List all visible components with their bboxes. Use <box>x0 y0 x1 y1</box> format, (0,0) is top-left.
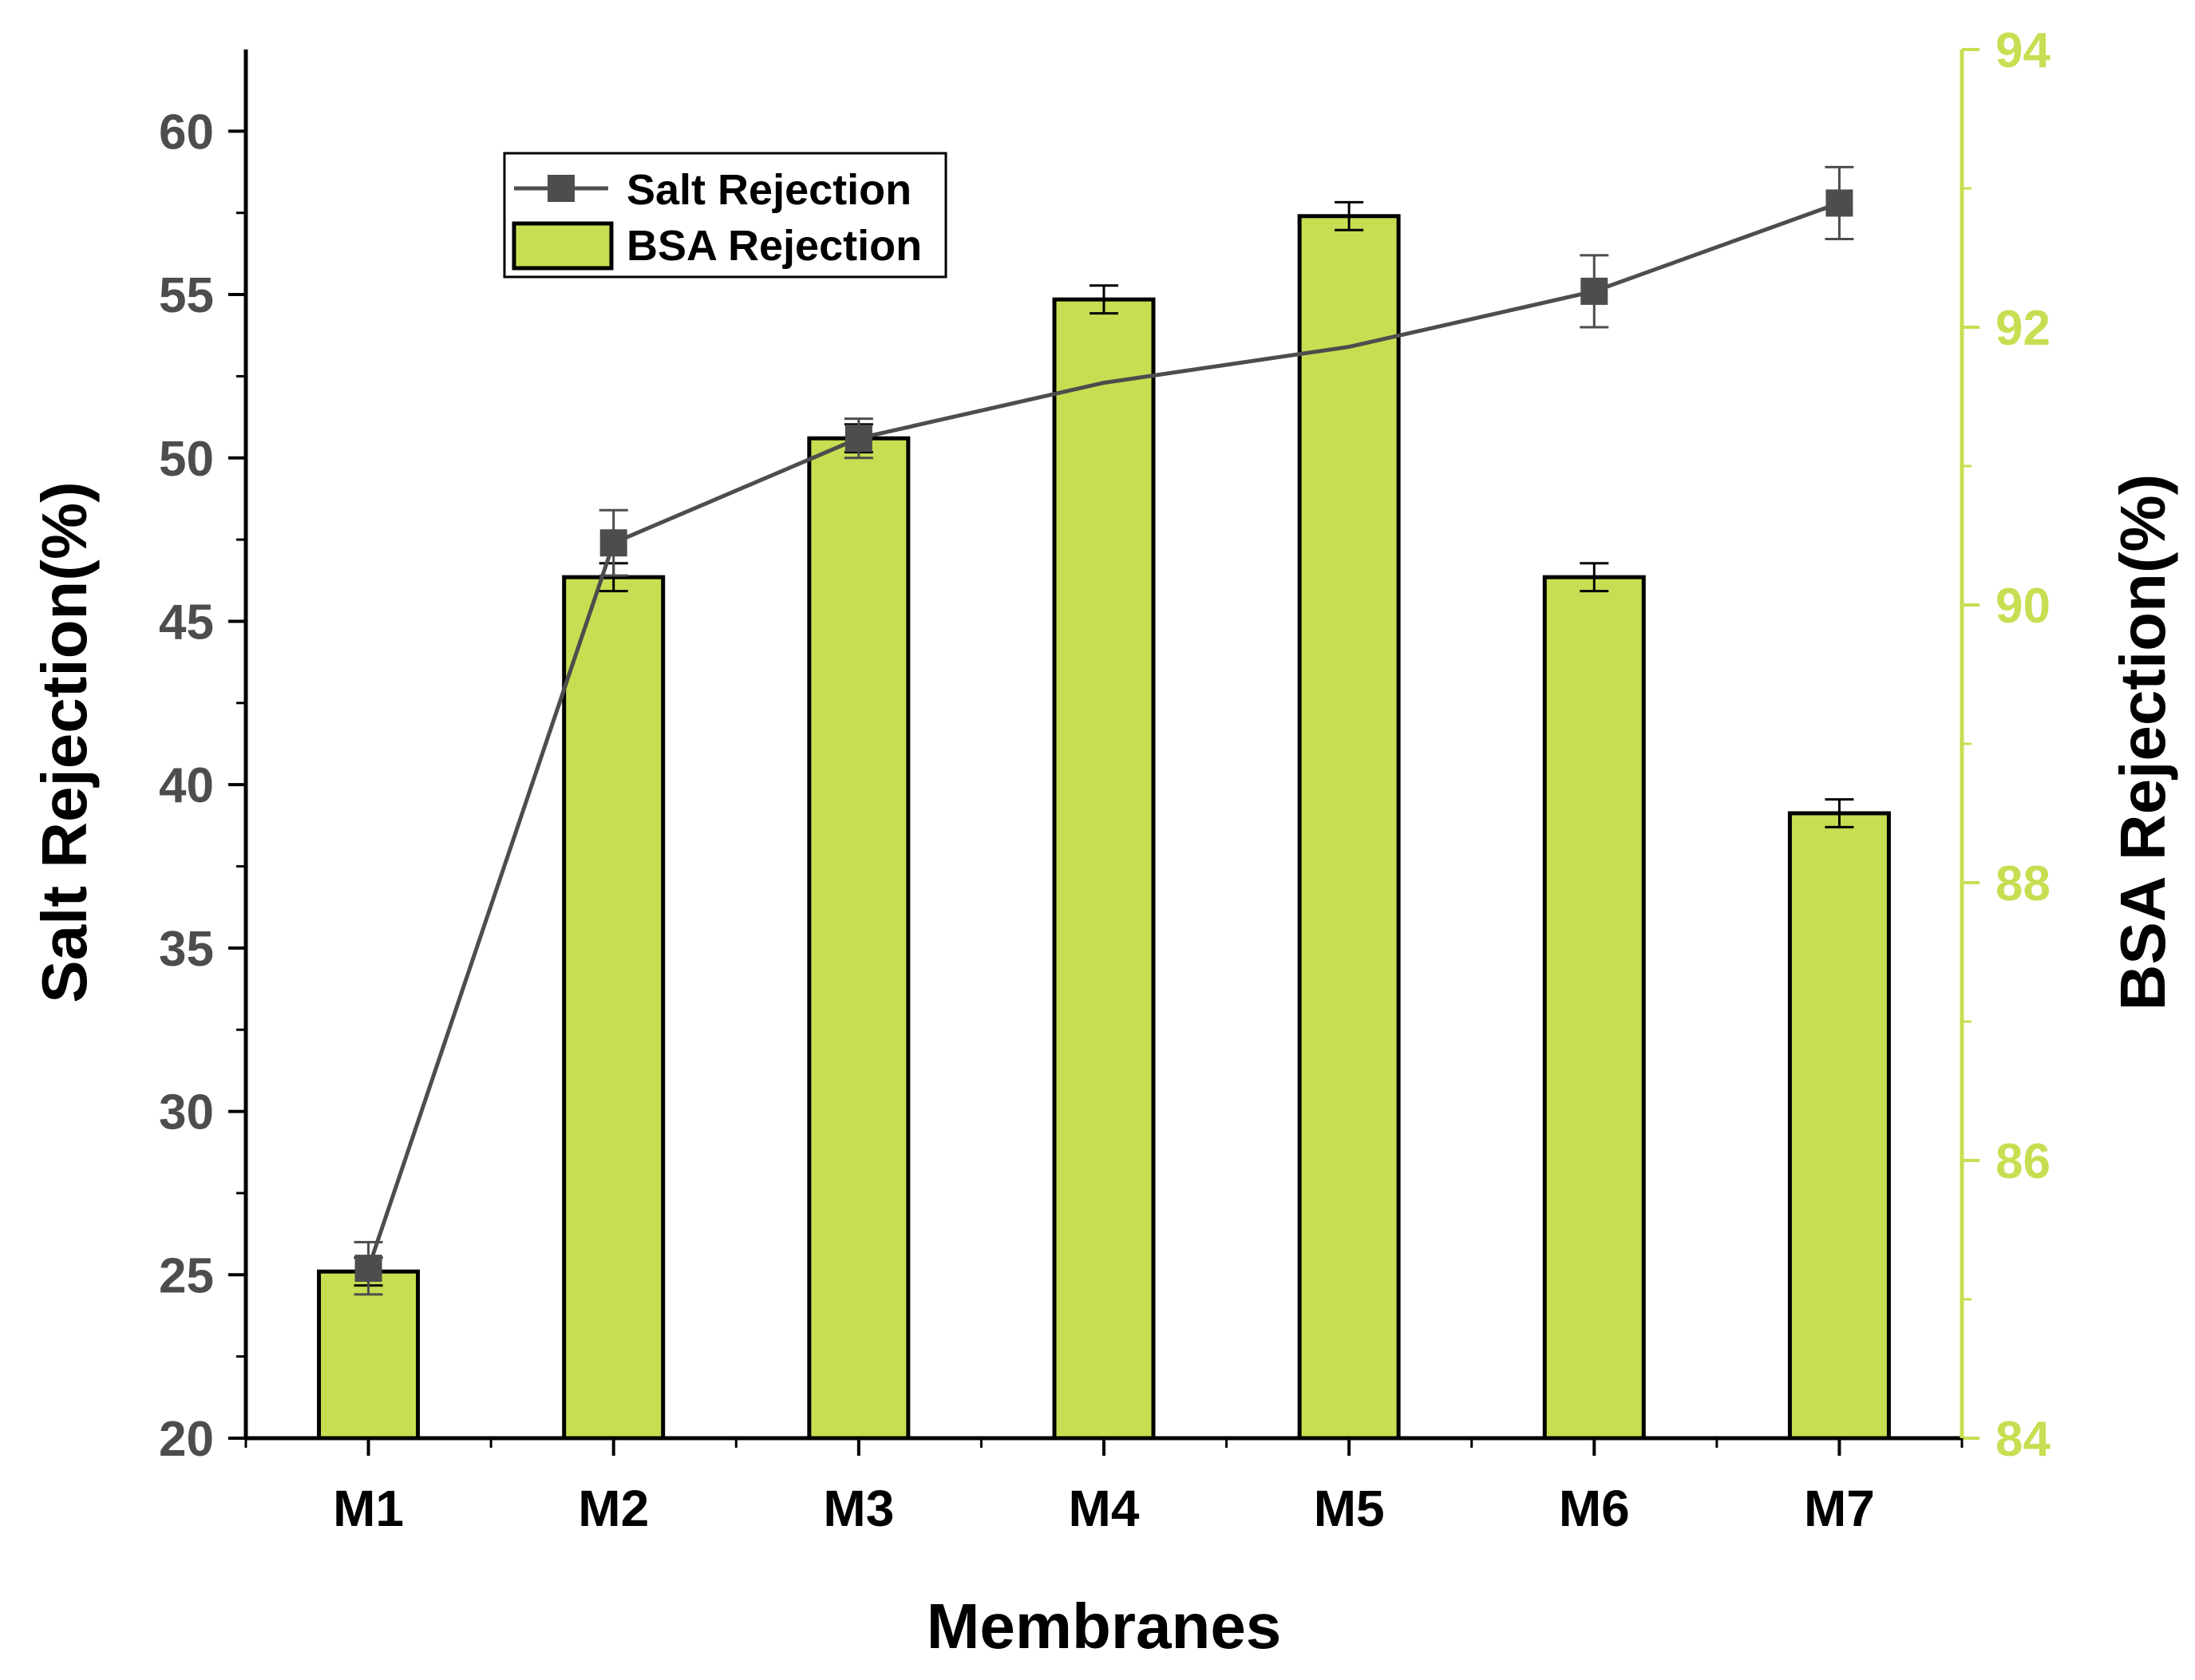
bar-M6 <box>1542 575 1646 1441</box>
legend-label-bsa: BSA Rejection <box>627 222 922 270</box>
bar-M3 <box>807 436 911 1441</box>
bar-M4 <box>1052 297 1156 1441</box>
salt-point-M1 <box>354 1255 382 1283</box>
legend-label-salt: Salt Rejection <box>627 166 912 214</box>
bar-M2 <box>562 575 666 1441</box>
x-tick-label-M3: M3 <box>823 1480 894 1537</box>
y-right-tick-label: 90 <box>1995 579 2051 634</box>
line-layer <box>354 165 1854 1296</box>
salt-point-M6 <box>1580 277 1608 305</box>
bar-M1 <box>317 1269 421 1441</box>
x-tick-label-M1: M1 <box>333 1480 404 1537</box>
y-right-tick-label: 84 <box>1995 1412 2051 1467</box>
y-left-tick-label: 60 <box>159 105 214 160</box>
salt-point-M2 <box>599 529 627 557</box>
salt-point-M3 <box>844 425 872 453</box>
bars-layer <box>317 200 1891 1441</box>
x-tick-label-M2: M2 <box>578 1480 649 1537</box>
y-left-tick-label: 25 <box>159 1248 214 1303</box>
x-axis-title: Membranes <box>927 1591 1282 1662</box>
y-axis-left-title: Salt Rejection(%) <box>29 481 100 1002</box>
salt-point-M7 <box>1825 189 1853 217</box>
y-right-tick-label: 92 <box>1995 301 2051 356</box>
x-tick-label-M7: M7 <box>1804 1480 1875 1537</box>
axes-layer: 20 25 30 35 40 45 50 55 60 84 86 88 90 92 94 M1 M2 M3 M4 M5… <box>159 23 2051 1537</box>
y-left-tick-label: 30 <box>159 1085 214 1140</box>
y-left-tick-label: 50 <box>159 432 214 487</box>
y-axis-right-title: BSA Rejection(%) <box>2107 474 2178 1011</box>
y-left-tick-label: 20 <box>159 1412 214 1467</box>
y-left-tick-label: 35 <box>159 922 214 977</box>
legend-marker-sample <box>548 175 575 202</box>
y-left-tick-label: 45 <box>159 595 214 650</box>
legend: Salt Rejection BSA Rejection <box>503 152 947 279</box>
y-right-tick-label: 88 <box>1995 856 2051 911</box>
y-left-tick-label: 40 <box>159 758 214 813</box>
y-right-tick-label: 94 <box>1995 23 2051 78</box>
x-tick-label-M6: M6 <box>1559 1480 1630 1537</box>
x-tick-label-M5: M5 <box>1314 1480 1385 1537</box>
bar-M5 <box>1297 214 1401 1441</box>
legend-bar-sample <box>512 221 614 271</box>
bar-M7 <box>1787 811 1891 1441</box>
x-tick-label-M4: M4 <box>1069 1480 1140 1537</box>
y-right-tick-label: 86 <box>1995 1134 2051 1189</box>
y-left-tick-label: 55 <box>159 268 214 323</box>
labels-layer: Membranes Salt Rejection(%) BSA Rejectio… <box>29 474 2178 1662</box>
